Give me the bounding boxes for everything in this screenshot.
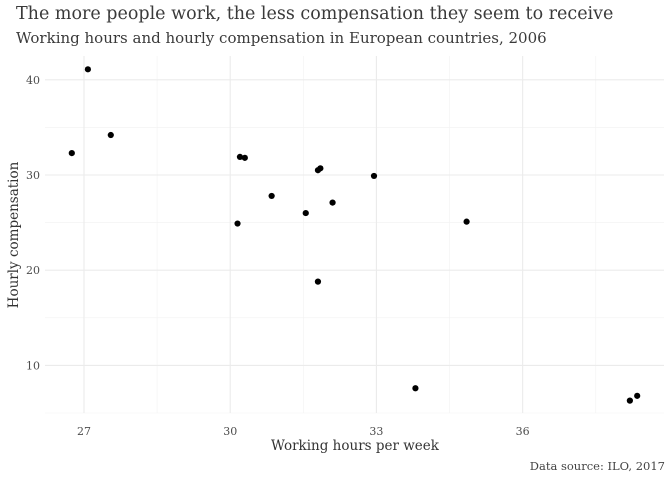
data-point: [84, 66, 91, 73]
data-point: [626, 397, 633, 404]
y-axis-title: Hourly compensation: [6, 161, 22, 308]
data-point: [314, 278, 322, 285]
data-point: [317, 165, 324, 172]
data-point: [302, 209, 309, 217]
data-point: [268, 192, 275, 200]
tick-labels: 27 30 33 36 10 20 30 40: [26, 74, 530, 438]
grid-lines: [45, 56, 664, 414]
data-point: [463, 218, 470, 225]
x-tick-label: 27: [77, 425, 91, 438]
data-source-caption: Data source: ILO, 2017: [529, 459, 665, 473]
data-point: [412, 385, 419, 392]
y-tick-label: 20: [26, 264, 40, 277]
data-point: [68, 150, 75, 157]
data-point: [241, 154, 248, 161]
x-tick-label: 30: [223, 425, 237, 438]
data-points: [68, 66, 641, 404]
x-tick-label: 36: [516, 425, 530, 438]
y-tick-label: 10: [26, 359, 40, 372]
x-tick-label: 33: [369, 425, 383, 438]
data-point: [236, 153, 244, 161]
y-tick-label: 30: [26, 169, 40, 182]
x-axis-title: Working hours per week: [271, 438, 440, 454]
data-point: [107, 131, 114, 139]
chart-title: The more people work, the less compensat…: [16, 4, 614, 24]
data-point: [234, 220, 241, 227]
data-point: [634, 392, 641, 399]
data-point: [370, 172, 378, 180]
chart-subtitle: Working hours and hourly compensation in…: [16, 29, 547, 47]
data-point: [329, 199, 336, 206]
y-tick-label: 40: [26, 74, 40, 87]
